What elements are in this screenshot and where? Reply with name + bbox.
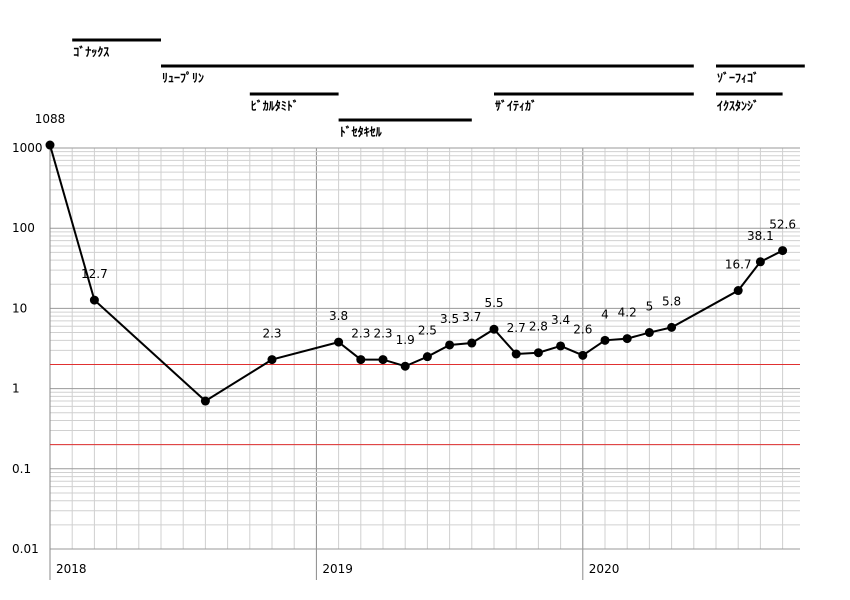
y-axis-ticks: 1000 100 10 1 0.1 0.01 — [12, 141, 43, 556]
data-label: 1.9 — [396, 333, 415, 347]
data-label: 4.2 — [618, 306, 637, 320]
reference-lines — [50, 363, 800, 446]
data-point — [533, 348, 543, 358]
data-label: 5.8 — [662, 294, 681, 308]
y-tick-label: 1000 — [12, 141, 43, 155]
data-point — [200, 396, 210, 406]
data-point — [600, 335, 610, 345]
treatment-label: ﾘｭｰﾌﾟﾘﾝ — [162, 70, 204, 85]
treatment-label: ｻﾞｲﾃｨｶﾞ — [495, 98, 537, 113]
data-point — [556, 341, 566, 351]
data-label: 5.5 — [484, 296, 503, 310]
treatment-bars: ｺﾞﾅｯｸｽ ﾘｭｰﾌﾟﾘﾝ ﾋﾞｶﾙﾀﾐﾄﾞ ﾄﾞｾﾀｷｾﾙ ｻﾞｲﾃｨｶﾞ ｿﾞｰﾌｨ… — [72, 38, 805, 139]
data-point — [622, 334, 632, 344]
treatment-label: ｲｸｽﾀﾝｼﾞ — [717, 98, 759, 113]
y-tick-label: 0.01 — [12, 542, 39, 556]
data-point — [378, 355, 388, 365]
data-point — [467, 338, 477, 348]
data-point — [267, 355, 277, 365]
treatment-label: ﾄﾞｾﾀｷｾﾙ — [340, 124, 383, 139]
data-point — [45, 140, 55, 150]
data-point — [644, 328, 654, 338]
data-point — [511, 349, 521, 359]
data-label: 2.5 — [418, 324, 437, 338]
data-label: 38.1 — [747, 229, 774, 243]
data-label: 2.3 — [351, 327, 370, 341]
data-point — [733, 286, 743, 296]
treatment-label: ｺﾞﾅｯｸｽ — [73, 44, 109, 59]
data-point — [356, 355, 366, 365]
data-label: 2.6 — [573, 322, 592, 336]
data-label: 5 — [646, 300, 654, 314]
data-point — [578, 350, 588, 360]
data-label: 1088 — [35, 112, 66, 126]
data-label: 3.5 — [440, 312, 459, 326]
data-label: 4 — [601, 307, 609, 321]
data-point — [89, 295, 99, 305]
data-label: 16.7 — [725, 258, 752, 272]
data-point — [400, 361, 410, 371]
data-point — [778, 246, 788, 256]
data-label: 3.8 — [329, 309, 348, 323]
y-tick-label: 100 — [12, 221, 35, 235]
y-tick-label: 1 — [12, 382, 20, 396]
y-tick-label: 0.1 — [12, 462, 31, 476]
data-point — [755, 257, 765, 267]
x-axis-years: 2018201920202021 — [56, 562, 620, 576]
data-label: 52.6 — [769, 218, 796, 232]
data-label: 2.7 — [507, 321, 526, 335]
treatment-label: ｿﾞｰﾌｨｺﾞ — [717, 70, 759, 85]
treatment-label: ﾋﾞｶﾙﾀﾐﾄﾞ — [251, 98, 299, 113]
data-label: 3.4 — [551, 313, 570, 327]
data-label: 2.3 — [262, 327, 281, 341]
data-point — [489, 324, 499, 334]
data-point — [334, 337, 344, 347]
year-label: 2019 — [322, 562, 353, 576]
year-label: 2020 — [589, 562, 620, 576]
series-line — [49, 144, 784, 403]
data-label: 2.3 — [373, 327, 392, 341]
year-label: 2018 — [56, 562, 87, 576]
data-point — [422, 352, 432, 362]
y-tick-label: 10 — [12, 301, 27, 315]
data-point — [445, 340, 455, 350]
data-label: 3.7 — [462, 310, 481, 324]
data-label: 2.8 — [529, 320, 548, 334]
data-point — [667, 322, 677, 332]
data-label: 12.7 — [81, 267, 108, 281]
